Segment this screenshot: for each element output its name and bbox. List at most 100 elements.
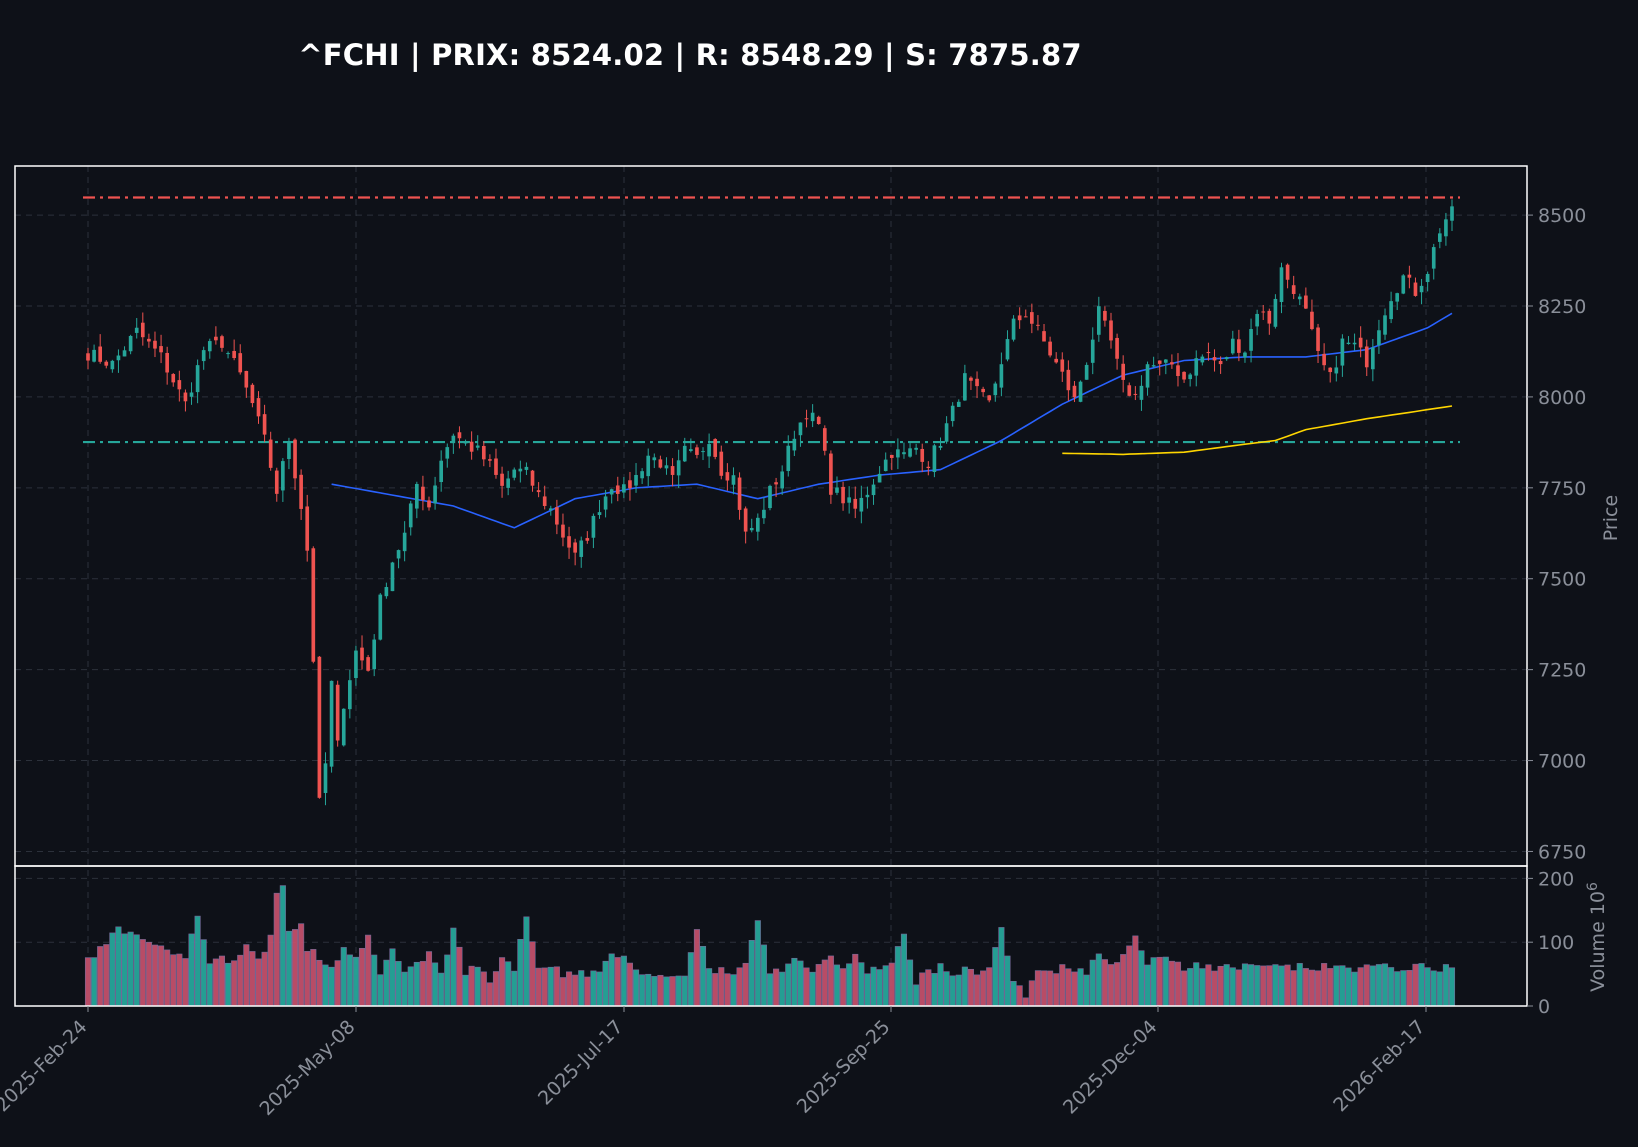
candle-body (311, 548, 316, 662)
candle-body (865, 494, 870, 498)
volume-bar (699, 945, 707, 1007)
volume-bar (566, 971, 573, 1007)
volume-bar (218, 955, 226, 1007)
candle-body (567, 536, 571, 548)
volume-bar (913, 984, 920, 1007)
volume-bar (170, 954, 177, 1007)
volume-bar (706, 968, 713, 1007)
candle-body (555, 507, 559, 525)
candle-body (1133, 393, 1138, 395)
volume-bar (669, 976, 676, 1007)
volume-bar (91, 957, 98, 1007)
candle-body (689, 449, 693, 451)
candle-body (140, 322, 145, 338)
volume-bar (267, 934, 274, 1007)
candle-body (378, 594, 383, 640)
volume-bar (407, 966, 414, 1007)
candle-body (774, 482, 778, 485)
candle-body (1139, 385, 1144, 400)
volume-bar (827, 955, 834, 1007)
volume-bar (852, 953, 859, 1007)
candle-body (1066, 369, 1071, 391)
candle-body (402, 532, 407, 552)
volume-bar (1241, 963, 1249, 1007)
candle-body (847, 497, 851, 503)
volume-bar (773, 968, 780, 1007)
volume-bar (572, 974, 579, 1007)
volume-bar (304, 951, 311, 1007)
volume-bar (468, 965, 475, 1007)
volume-bar (693, 929, 700, 1007)
volume-bar (1199, 968, 1206, 1007)
candle-body (1419, 285, 1424, 293)
candle-body (1255, 313, 1259, 327)
volume-bar (639, 974, 646, 1007)
candle-body (500, 473, 504, 486)
volume-bar (145, 941, 152, 1007)
volume-bar (760, 944, 767, 1007)
price-plot-frame (14, 165, 1528, 867)
candle-body (768, 485, 772, 509)
volume-bar (998, 927, 1005, 1007)
volume-bar (1394, 971, 1401, 1007)
volume-bar (614, 957, 621, 1007)
volume-bar (626, 962, 633, 1007)
candle-body (835, 487, 839, 493)
price-tick-label: 7750 (1538, 478, 1586, 500)
candle-body (506, 478, 510, 488)
candle-body (305, 506, 310, 551)
volume-bar (279, 885, 286, 1007)
volume-bar (791, 957, 798, 1007)
candle-body (1401, 275, 1406, 294)
candle-body (1352, 342, 1357, 345)
volume-bar (1418, 963, 1425, 1007)
candle-body (896, 449, 900, 458)
volume-bar (980, 970, 987, 1007)
volume-bar (815, 964, 822, 1007)
volume-bar (1156, 956, 1163, 1007)
candle-body (281, 461, 285, 491)
candle-body (755, 517, 760, 532)
candle-body (1224, 357, 1229, 360)
volume-bar (1424, 967, 1431, 1007)
volume-bar (590, 970, 597, 1007)
candle-body (841, 486, 845, 504)
candle-body (658, 459, 663, 468)
candle-body (1218, 360, 1223, 365)
candle-body (341, 708, 346, 746)
volume-bar (1351, 971, 1358, 1007)
volume-bar (1254, 965, 1261, 1007)
volume-bar (1339, 965, 1346, 1007)
candle-body (695, 447, 699, 455)
volume-bar (480, 971, 487, 1007)
candle-body (262, 414, 267, 435)
candle-body (993, 383, 998, 396)
volume-bar (1120, 954, 1127, 1007)
candle-body (323, 763, 328, 794)
candle-body (469, 441, 474, 452)
volume-bar (559, 977, 567, 1007)
candle-body (457, 432, 462, 439)
volume-bar (907, 959, 914, 1007)
volume-bar (943, 971, 950, 1007)
candle-body (1450, 206, 1454, 221)
volume-bar (310, 949, 317, 1007)
candle-body (232, 350, 236, 359)
moving-averages (331, 312, 1453, 529)
candle-body (1151, 365, 1156, 367)
candle-body (810, 412, 815, 422)
date-tick-label: 2025-Jul-17 (534, 1016, 628, 1110)
volume-bar (1406, 970, 1413, 1007)
candle-body (354, 650, 358, 679)
volume-bar (1266, 965, 1273, 1007)
candle-body (670, 466, 675, 475)
volume-bar (766, 973, 774, 1007)
candle-body (786, 445, 791, 472)
candle-body (299, 474, 303, 509)
candle-body (1127, 385, 1132, 396)
candle-body (749, 527, 754, 531)
candle-body (926, 466, 931, 469)
candle-body (1316, 327, 1320, 351)
candle-body (956, 401, 961, 407)
